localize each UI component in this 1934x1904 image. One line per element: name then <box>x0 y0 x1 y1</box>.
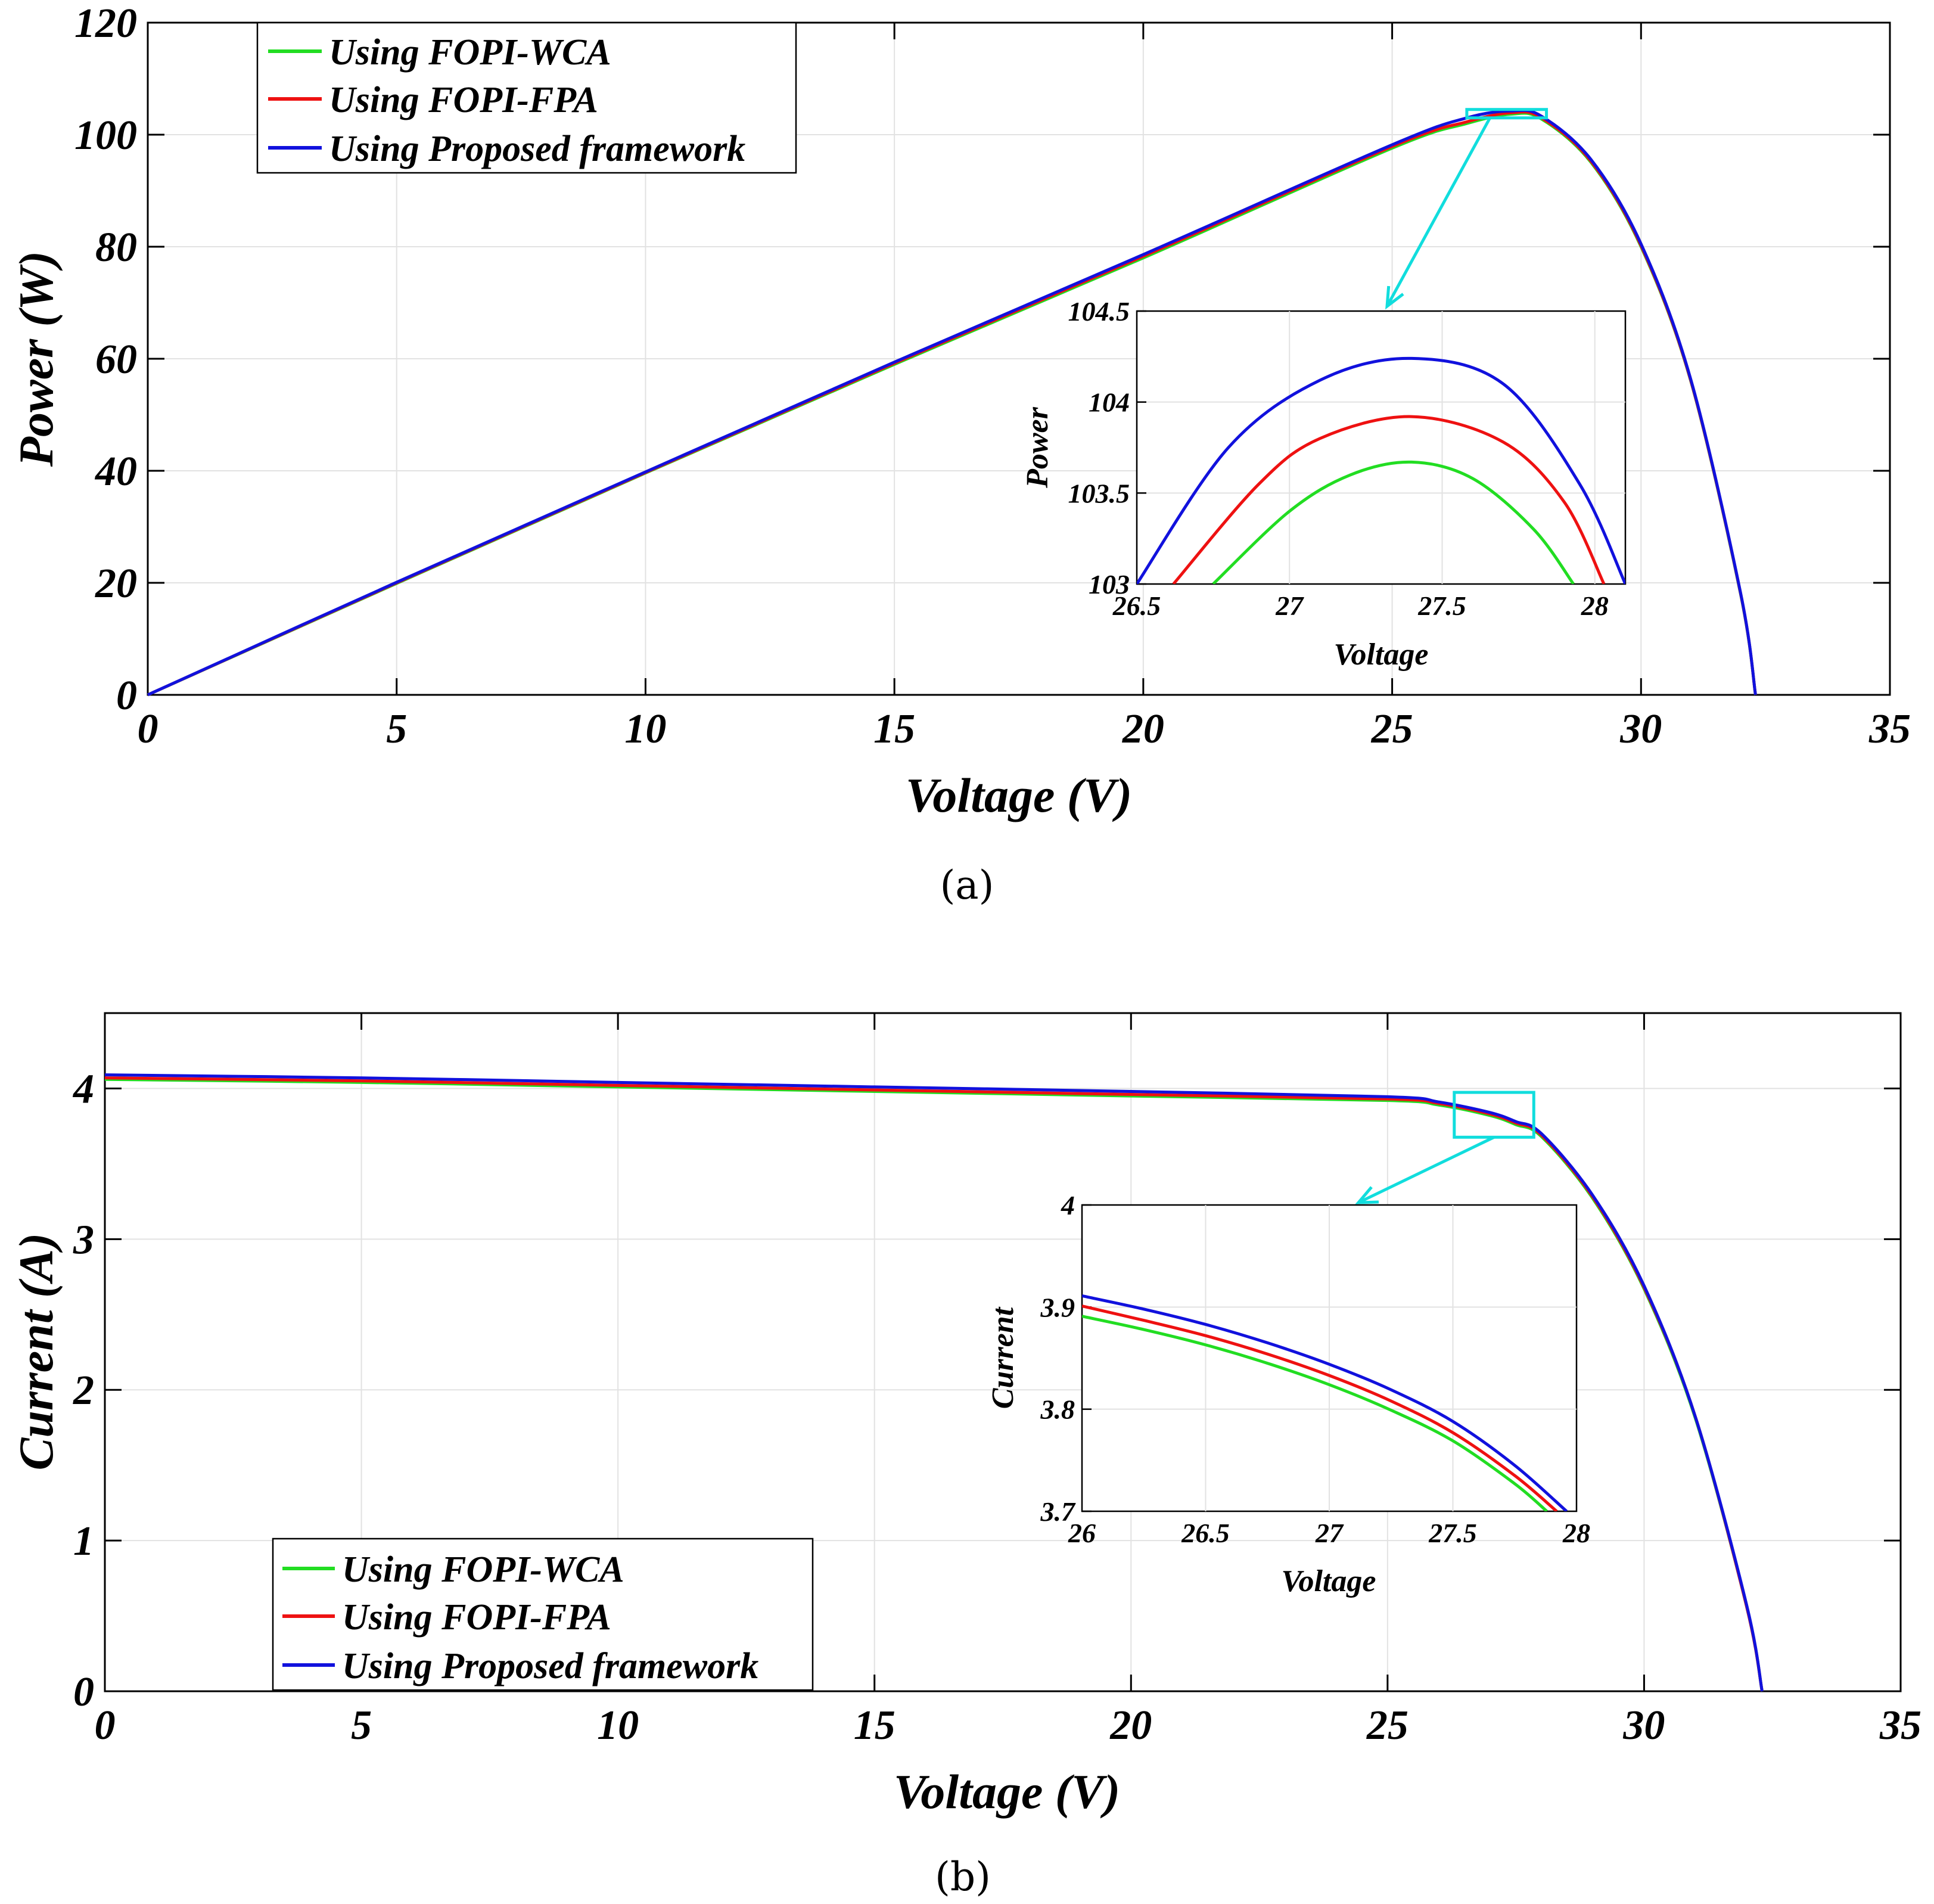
inset-y-tick-label: 3.9 <box>1040 1292 1075 1322</box>
x-tick-label: 20 <box>1122 706 1164 752</box>
y-tick-label: 100 <box>74 113 137 159</box>
panel-a-legend-label-fpa: Using FOPI-FPA <box>329 80 598 120</box>
y-tick-label: 2 <box>73 1368 94 1414</box>
zoom-arrow-head <box>1385 285 1404 310</box>
panel-a-inset-area <box>1136 310 1627 585</box>
y-tick-label: 120 <box>74 1 137 46</box>
inset-y-tick-label: 104.5 <box>1068 296 1130 327</box>
panel-b-legend-label-wca: Using FOPI-WCA <box>342 1549 624 1590</box>
y-tick-label: 1 <box>73 1518 94 1564</box>
panel-b-legend-label-fpa: Using FOPI-FPA <box>342 1597 611 1638</box>
panel-a-series <box>147 108 1757 697</box>
y-tick-label: 20 <box>95 561 137 607</box>
inset-x-tick-label: 26.5 <box>1181 1518 1230 1548</box>
panel-b-legend-box <box>272 1538 814 1691</box>
panel-b-legend: Using FOPI-WCA Using FOPI-FPA Using Prop… <box>272 1538 814 1691</box>
inset-x-tick-label: 27 <box>1275 591 1304 621</box>
inset-series-line-fopi-wca <box>1082 1315 1548 1511</box>
x-tick-label: 10 <box>624 706 666 752</box>
y-tick-label: 60 <box>95 337 137 383</box>
x-tick-label: 25 <box>1366 1703 1408 1748</box>
inset-y-tick-label: 103.5 <box>1068 478 1130 508</box>
inset-x-tick-label: 27.5 <box>1428 1518 1477 1548</box>
x-tick-label: 35 <box>1868 706 1911 752</box>
panel-b-caption: (b) <box>935 1854 991 1900</box>
inset-x-tick-label: 26.5 <box>1112 591 1161 621</box>
zoom-box <box>1465 108 1549 120</box>
inset-x-tick-label: 27 <box>1315 1518 1344 1548</box>
inset-series-line-fopi-fpa <box>1172 415 1606 584</box>
panel-a-inset-series <box>1137 356 1625 584</box>
panel-b-xlabel: Voltage (V) <box>894 1765 1120 1819</box>
inset-y-tick-label: 4 <box>1061 1190 1075 1220</box>
panel-a-xlabel: Voltage (V) <box>906 768 1132 822</box>
panel-b-inset-xlabel: Voltage <box>1282 1564 1376 1598</box>
panel-a-ylabel: Power (W) <box>9 251 63 467</box>
panel-a-legend-label-wca: Using FOPI-WCA <box>329 32 611 73</box>
inset-y-tick-label: 104 <box>1089 387 1130 418</box>
panel-b-inset-grid <box>1082 1205 1577 1511</box>
x-tick-label: 35 <box>1879 1703 1921 1748</box>
y-tick-label: 80 <box>95 225 137 271</box>
panel-a-legend-box <box>256 21 797 174</box>
panel-b-ylabel: Current (A) <box>9 1233 63 1471</box>
panel-b-inset-ticks: 26 26.5 27 27.5 28 3.7 3.8 3.9 4 <box>1040 1190 1591 1548</box>
zoom-box <box>1453 1091 1535 1139</box>
x-tick-label: 10 <box>597 1703 639 1748</box>
inset-x-tick-label: 28 <box>1562 1518 1590 1548</box>
x-tick-label: 0 <box>95 1703 116 1748</box>
zoom-arrow-head <box>1355 1186 1379 1204</box>
panel-b-ticks: 0 5 10 15 20 25 30 35 0 1 2 3 4 <box>72 1013 1921 1748</box>
panel-a-inset-xlabel: Voltage <box>1334 638 1429 672</box>
panel-a-legend: Using FOPI-WCA Using FOPI-FPA Using Prop… <box>256 21 797 174</box>
inset-series-line-fopi-fpa <box>1082 1304 1558 1511</box>
panel-b-zoom-indicator <box>1355 1091 1535 1204</box>
panel-a-zoom-indicator <box>1385 108 1549 310</box>
panel-a-inset-ticks: 26.5 27 27.5 28 103 103.5 104 104.5 <box>1068 296 1609 621</box>
x-tick-label: 5 <box>351 1703 372 1748</box>
x-tick-label: 15 <box>854 1703 896 1748</box>
inset-series-line-fopi-wca <box>1212 460 1575 584</box>
x-tick-label: 15 <box>873 706 915 752</box>
panel-b-inset-ylabel: Current <box>986 1306 1020 1409</box>
x-tick-label: 20 <box>1109 1703 1152 1748</box>
x-tick-label: 30 <box>1619 706 1662 752</box>
panel-b-inset-series <box>1082 1294 1568 1511</box>
panel-a-ticks: 0 5 10 15 20 25 30 35 0 20 40 60 80 100 120 <box>74 1 1911 752</box>
panel-a-inset-grid <box>1137 311 1625 584</box>
y-tick-label: 3 <box>73 1217 94 1263</box>
panel-a: 0 5 10 15 20 25 30 35 0 20 40 60 80 100 120 26.5 27 27.5… <box>9 1 1911 908</box>
panel-b-legend-label-proposed: Using Proposed framework <box>342 1646 758 1686</box>
y-tick-label: 40 <box>94 449 137 495</box>
inset-x-tick-label: 28 <box>1581 591 1609 621</box>
inset-x-tick-label: 27.5 <box>1417 591 1466 621</box>
series-line-proposed <box>104 1073 1764 1692</box>
y-tick-label: 0 <box>116 673 137 719</box>
inset-y-tick-label: 3.7 <box>1040 1496 1077 1527</box>
x-tick-label: 25 <box>1371 706 1413 752</box>
panel-a-legend-label-proposed: Using Proposed framework <box>329 129 745 169</box>
panel-a-inset-ylabel: Power <box>1021 406 1055 489</box>
inset-y-tick-label: 3.8 <box>1040 1394 1075 1425</box>
zoom-arrow <box>1357 1136 1495 1204</box>
panel-a-caption: (a) <box>940 862 994 908</box>
inset-x-tick-label: 26 <box>1068 1518 1096 1548</box>
x-tick-label: 0 <box>138 706 158 752</box>
y-tick-label: 4 <box>72 1066 94 1112</box>
x-tick-label: 5 <box>386 706 407 752</box>
x-tick-label: 30 <box>1622 1703 1665 1748</box>
zoom-arrow <box>1385 117 1491 308</box>
y-tick-label: 0 <box>73 1669 94 1715</box>
inset-y-tick-label: 103 <box>1089 569 1130 600</box>
panel-b-series <box>104 1073 1764 1692</box>
panel-b: 0 5 10 15 20 25 30 35 0 1 2 3 4 26 26.5 27 27.5 28 3.7 3.8… <box>9 1012 1921 1900</box>
inset-series-line-proposed <box>1082 1294 1568 1511</box>
inset-series-line-proposed <box>1137 356 1625 584</box>
series-line-proposed <box>147 108 1757 697</box>
